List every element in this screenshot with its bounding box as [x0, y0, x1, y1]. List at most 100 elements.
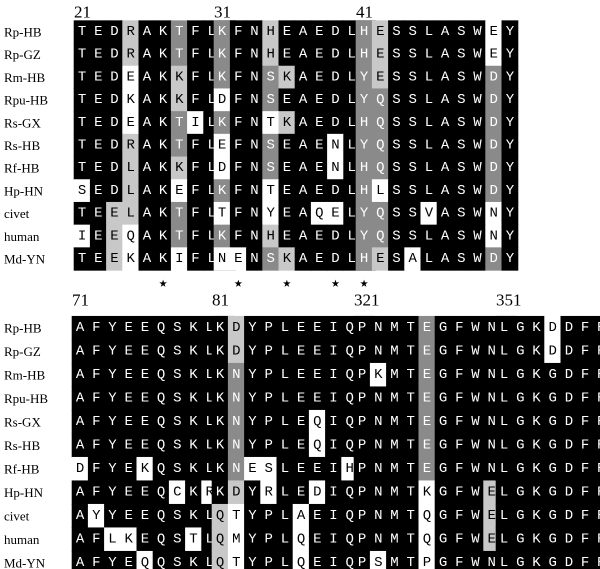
- residue-shade: [467, 503, 484, 529]
- residue-shade: [122, 111, 140, 135]
- residue-shade: [244, 503, 261, 529]
- residue-shade: [213, 224, 231, 248]
- residue-shade: [369, 527, 387, 552]
- species-name: Rs-GX: [4, 415, 41, 430]
- residue-shade: [73, 156, 91, 180]
- residue-shade: [404, 201, 422, 226]
- residue-shade: [469, 133, 486, 158]
- residue-shade: [325, 409, 342, 435]
- residue-shade: [511, 339, 529, 364]
- residue-shade: [104, 386, 121, 411]
- residue-shade: [154, 179, 172, 203]
- residue-shade: [278, 179, 296, 203]
- residue-shade: [576, 527, 594, 552]
- block-start: 31: [214, 3, 231, 22]
- residue-shade: [467, 433, 484, 458]
- residue-shade: [495, 339, 513, 364]
- residue-shade: [327, 133, 344, 158]
- residue-shade: [154, 111, 172, 135]
- residue-shade: [276, 433, 294, 458]
- residue-shade: [418, 527, 436, 552]
- residue-shade: [327, 20, 344, 44]
- residue-shade: [168, 386, 186, 411]
- residue-shade: [592, 362, 600, 388]
- residue-shade: [386, 433, 403, 458]
- residue-shade: [168, 550, 186, 569]
- residue-shade: [467, 409, 484, 435]
- residue-shade: [402, 503, 420, 529]
- residue-shade: [292, 480, 310, 505]
- residue-shade: [544, 386, 562, 411]
- residue-shade: [187, 88, 204, 112]
- residue-shade: [592, 386, 600, 411]
- residue-shade: [485, 179, 503, 203]
- residue-shade: [170, 43, 188, 67]
- residue-shade: [170, 247, 188, 271]
- residue-shade: [71, 386, 89, 411]
- residue-shade: [138, 247, 156, 271]
- residue-shade: [185, 480, 202, 505]
- residue-shade: [469, 247, 486, 271]
- species-name: Rpu-HB: [4, 93, 48, 108]
- residue-shade: [420, 20, 438, 44]
- residue-shade: [485, 133, 503, 158]
- residue-shade: [187, 156, 204, 180]
- residue-shade: [262, 156, 280, 180]
- residue-shade: [138, 201, 156, 226]
- residue-shade: [229, 43, 247, 67]
- residue-shade: [436, 133, 454, 158]
- residue-shade: [353, 409, 371, 435]
- residue-shade: [355, 133, 373, 158]
- residue-shade: [420, 88, 438, 112]
- residue-shade: [327, 247, 344, 271]
- residue-shade: [452, 20, 470, 44]
- block-start: 321: [354, 291, 380, 310]
- residue-shade: [294, 111, 312, 135]
- residue-shade: [276, 503, 294, 529]
- residue-shade: [87, 527, 105, 552]
- residue-shade: [495, 456, 513, 482]
- residue-shade: [227, 503, 245, 529]
- residue-shade: [592, 550, 600, 569]
- residue-shade: [229, 133, 247, 158]
- residue-shade: [260, 456, 278, 482]
- residue-shade: [294, 179, 312, 203]
- residue-shade: [308, 550, 326, 569]
- residue-shade: [560, 386, 578, 411]
- species-name: Rpu-HB: [4, 391, 48, 406]
- residue-shade: [544, 409, 562, 435]
- species-name: Rp-HB: [4, 25, 42, 40]
- residue-shade: [452, 133, 470, 158]
- residue-shade: [560, 339, 578, 364]
- species-name: civet: [4, 509, 30, 524]
- residue-shade: [120, 433, 138, 458]
- residue-shade: [154, 201, 172, 226]
- residue-shade: [168, 409, 186, 435]
- residue-shade: [325, 550, 342, 569]
- residue-shade: [187, 247, 204, 271]
- residue-shade: [576, 362, 594, 388]
- residue-shade: [308, 527, 326, 552]
- residue-shade: [355, 156, 373, 180]
- residue-shade: [418, 456, 436, 482]
- residue-shade: [386, 480, 403, 505]
- residue-shade: [122, 20, 140, 44]
- conservation-markers: ★: [159, 276, 168, 292]
- residue-shade: [229, 156, 247, 180]
- residue-shade: [353, 339, 371, 364]
- residue-shade: [418, 503, 436, 529]
- residue-shade: [122, 43, 140, 67]
- sequence: PNMTKGFWEN: [358, 485, 512, 501]
- residue-shade: [310, 43, 328, 67]
- sequence: LGKGDFRI: [500, 367, 600, 383]
- residue-shade: [213, 156, 231, 180]
- residue-shade: [136, 527, 154, 552]
- residue-shade: [576, 409, 594, 435]
- residue-shade: [467, 480, 484, 505]
- residue-shade: [106, 20, 123, 44]
- residue-shade: [187, 111, 204, 135]
- residue-shade: [276, 362, 294, 388]
